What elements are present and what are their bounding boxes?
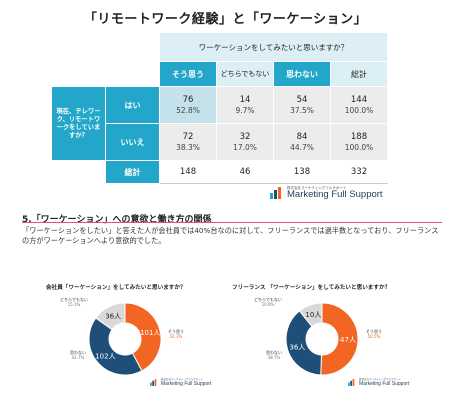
section-title: 5.「ワーケーション」への意欲と働き方の関係 bbox=[22, 212, 212, 225]
pie2-label-name: そう思う bbox=[366, 329, 382, 334]
cell-count: 188 bbox=[350, 131, 368, 142]
table-header: ワーケーションをしてみたいと思いますか？ bbox=[159, 32, 388, 62]
pie1-label-name: 思わない bbox=[70, 350, 86, 355]
pie2-slice bbox=[285, 310, 322, 376]
row-group-label: 現在、テレワーク、リモートワークをしていますか？ bbox=[51, 86, 106, 161]
pie1-title: 会社員「ワーケーション」をしてみたいと思いますか？ bbox=[46, 285, 186, 291]
table-cell: 32 17.0% bbox=[216, 123, 274, 161]
logo-mark-icon bbox=[150, 379, 157, 386]
logo-big-text: Marketing Full Support bbox=[359, 381, 410, 387]
pie2-slice bbox=[298, 302, 323, 328]
total-cell: 138 bbox=[273, 160, 331, 184]
cell-count: 54 bbox=[296, 94, 308, 105]
table-cell: 14 9.7% bbox=[216, 86, 274, 124]
pie1-logo: 株式会社マーケティングフルサポート Marketing Full Support bbox=[150, 378, 211, 387]
pie2-label-no: 思わない 38.7% bbox=[262, 350, 286, 360]
cell-count: 72 bbox=[182, 131, 194, 142]
cell-pct: 100.0% bbox=[344, 142, 374, 152]
pie2-chart: 47人 36人 10人 bbox=[285, 302, 359, 376]
pie1-label-neutral: どちらでもない 15.1% bbox=[56, 297, 92, 307]
cell-pct: 9.7% bbox=[235, 105, 255, 115]
cross-table: ワーケーションをしてみたいと思いますか？ そう思う どちらでもない 思わない 総… bbox=[51, 32, 388, 184]
total-cell: 46 bbox=[216, 160, 274, 184]
row-label-total: 総計 bbox=[105, 160, 160, 184]
pie2-slice-count: 47人 bbox=[340, 336, 356, 344]
col-header-no: 思わない bbox=[273, 61, 331, 87]
col-header-yes: そう思う bbox=[159, 61, 217, 87]
cell-pct: 52.8% bbox=[176, 105, 200, 115]
pie2-label-pct: 38.7% bbox=[267, 355, 281, 360]
total-cell: 148 bbox=[159, 160, 217, 184]
logo-small-text: 株式会社マーケティングフルサポート bbox=[161, 378, 204, 381]
pie2-logo: 株式会社マーケティングフルサポート Marketing Full Support bbox=[348, 378, 409, 387]
logo-small-text: 株式会社マーケティングフルサポート bbox=[359, 378, 402, 381]
pie1-slice bbox=[124, 302, 162, 372]
pie1-label-pct: 42.3% bbox=[169, 334, 183, 339]
cell-count: 84 bbox=[296, 131, 308, 142]
pie1-slice bbox=[88, 317, 143, 376]
section-paragraph: 「ワーケーションをしたい」と答えた人が会社員では40%台なのに対して、フリーラン… bbox=[22, 226, 439, 245]
table-cell: 188 100.0% bbox=[330, 123, 388, 161]
pie1-label-pct: 15.1% bbox=[67, 302, 81, 307]
row-label-no: いいえ bbox=[105, 123, 160, 161]
pie1-label-name: そう思う bbox=[168, 329, 184, 334]
logo-big-text: Marketing Full Support bbox=[287, 189, 383, 200]
page-title: 「リモートワーク経験」と「ワーケーション」 bbox=[83, 12, 368, 27]
cell-pct: 38.3% bbox=[176, 142, 200, 152]
pie1-label-no: 思わない 42.7% bbox=[66, 350, 90, 360]
logo-small-text: 株式会社マーケティングフルサポート bbox=[287, 186, 347, 190]
pie1-slice bbox=[95, 302, 126, 331]
pie2-slice bbox=[320, 302, 359, 376]
cell-pct: 100.0% bbox=[344, 105, 374, 115]
pie1-label-name: どちらでもない bbox=[60, 297, 88, 302]
pie1-label-pct: 42.7% bbox=[71, 355, 85, 360]
cell-pct: 37.5% bbox=[290, 105, 314, 115]
pie2-label-pct: 50.5% bbox=[367, 334, 381, 339]
pie1-slice-count: 36人 bbox=[105, 312, 121, 320]
pie1-slice-count: 101人 bbox=[140, 329, 160, 337]
table-cell: 54 37.5% bbox=[273, 86, 331, 124]
logo-big-text: Marketing Full Support bbox=[161, 381, 212, 387]
pie2-slice-count: 36人 bbox=[289, 344, 305, 352]
pie1-slice-count: 102人 bbox=[95, 353, 115, 361]
pie2-label-pct: 10.8% bbox=[261, 302, 275, 307]
company-logo: 株式会社マーケティングフルサポート Marketing Full Support bbox=[270, 186, 383, 199]
cell-count: 32 bbox=[239, 131, 251, 142]
table-cell: 72 38.3% bbox=[159, 123, 217, 161]
pie2-label-name: 思わない bbox=[266, 350, 282, 355]
cell-count: 76 bbox=[182, 94, 194, 105]
section-divider bbox=[22, 222, 442, 223]
row-label-yes: はい bbox=[105, 86, 160, 124]
cell-count: 144 bbox=[350, 94, 368, 105]
table-cell: 76 52.8% bbox=[159, 86, 217, 124]
pie2-label-name: どちらでもない bbox=[254, 297, 282, 302]
section-title-text: 5.「ワーケーション」への意欲と働き方の関係 bbox=[22, 215, 212, 225]
pie2-slice-count: 10人 bbox=[305, 311, 321, 319]
pie1-label-yes: そう思う 42.3% bbox=[163, 329, 189, 339]
table-cell: 84 44.7% bbox=[273, 123, 331, 161]
pie2-title: フリーランス 「ワーケーション」をしてみたいと思いますか？ bbox=[232, 285, 391, 291]
cell-count: 14 bbox=[239, 94, 251, 105]
col-header-neutral: どちらでもない bbox=[216, 61, 274, 87]
cell-pct: 17.0% bbox=[233, 142, 257, 152]
total-cell: 332 bbox=[330, 160, 388, 184]
pie1-chart: 101人 102人 36人 bbox=[88, 302, 162, 376]
table-cell: 144 100.0% bbox=[330, 86, 388, 124]
logo-mark-icon bbox=[348, 379, 355, 386]
col-header-total: 総計 bbox=[330, 61, 388, 87]
pie2-label-neutral: どちらでもない 10.8% bbox=[250, 297, 286, 307]
pie2-label-yes: そう思う 50.5% bbox=[361, 329, 387, 339]
logo-mark-icon bbox=[270, 186, 281, 199]
cell-pct: 44.7% bbox=[290, 142, 314, 152]
